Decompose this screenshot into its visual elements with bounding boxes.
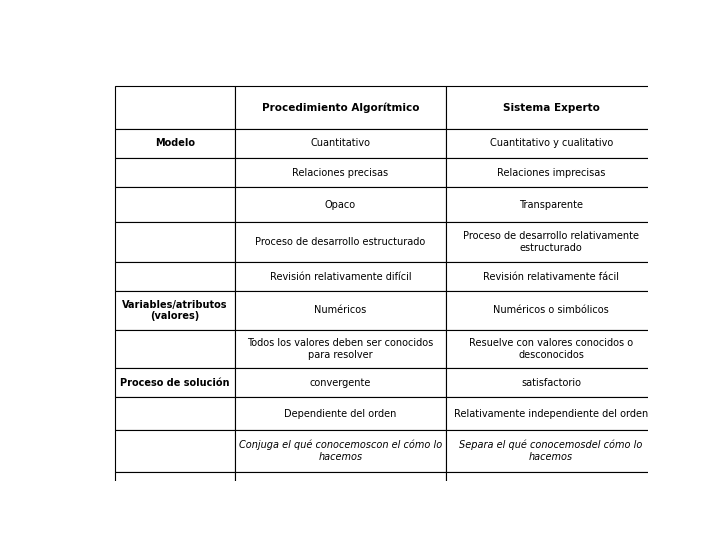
- Bar: [446, 129, 657, 158]
- Text: Proceso de desarrollo estructurado: Proceso de desarrollo estructurado: [255, 237, 426, 247]
- Bar: [235, 291, 446, 330]
- Bar: [446, 397, 657, 430]
- Bar: [446, 187, 657, 222]
- Text: Numéricos o simbólicos: Numéricos o simbólicos: [493, 306, 609, 315]
- Text: convergente: convergente: [310, 378, 371, 388]
- Bar: [235, 397, 446, 430]
- Bar: [446, 430, 657, 472]
- Bar: [114, 472, 235, 501]
- Bar: [446, 158, 657, 187]
- Bar: [446, 472, 657, 501]
- Text: Procedimiento Algorítmico: Procedimiento Algorítmico: [261, 102, 419, 113]
- Bar: [114, 291, 235, 330]
- Text: Transparente: Transparente: [519, 200, 583, 210]
- Bar: [446, 262, 657, 291]
- Text: Relaciones imprecisas: Relaciones imprecisas: [497, 167, 606, 178]
- Text: Conclusiones: Conclusiones: [139, 482, 211, 492]
- Text: Sistema Experto: Sistema Experto: [503, 103, 600, 112]
- Text: Variables/atributos
(valores): Variables/atributos (valores): [122, 300, 228, 321]
- Text: Dependiente del orden: Dependiente del orden: [284, 409, 397, 419]
- Text: Revisión relativamente difícil: Revisión relativamente difícil: [269, 272, 411, 281]
- Bar: [114, 158, 235, 187]
- Bar: [235, 472, 446, 501]
- Bar: [235, 222, 446, 262]
- Bar: [446, 222, 657, 262]
- Bar: [114, 330, 235, 368]
- Text: Conjuga el qué conocemoscon el cómo lo
hacemos: Conjuga el qué conocemoscon el cómo lo h…: [239, 440, 442, 462]
- Bar: [235, 330, 446, 368]
- Text: Cuantitativo: Cuantitativo: [310, 138, 370, 149]
- Bar: [114, 430, 235, 472]
- Bar: [114, 187, 235, 222]
- Text: Con frecuencia múltiples con explicación: Con frecuencia múltiples con explicación: [451, 482, 652, 492]
- Bar: [114, 86, 235, 129]
- Text: Revisión relativamente fácil: Revisión relativamente fácil: [483, 272, 619, 281]
- Bar: [114, 262, 235, 291]
- Bar: [235, 158, 446, 187]
- Bar: [114, 222, 235, 262]
- Text: Proceso de desarrollo relativamente
estructurado: Proceso de desarrollo relativamente estr…: [463, 231, 639, 253]
- Text: Cuantitativo y cualitativo: Cuantitativo y cualitativo: [490, 138, 613, 149]
- Text: Modelo: Modelo: [155, 138, 195, 149]
- Text: satisfactorio: satisfactorio: [521, 378, 581, 388]
- Text: Proceso de solución: Proceso de solución: [120, 378, 230, 388]
- Bar: [235, 86, 446, 129]
- Bar: [235, 129, 446, 158]
- Text: Separa el qué conocemosdel cómo lo
hacemos: Separa el qué conocemosdel cómo lo hacem…: [459, 440, 643, 462]
- Text: Opaco: Opaco: [325, 200, 356, 210]
- Bar: [114, 397, 235, 430]
- Bar: [235, 368, 446, 397]
- Bar: [114, 129, 235, 158]
- Bar: [446, 291, 657, 330]
- Text: Numéricos: Numéricos: [314, 306, 366, 315]
- Bar: [446, 368, 657, 397]
- Text: Relaciones precisas: Relaciones precisas: [292, 167, 388, 178]
- Text: Resuelve con valores conocidos o
desconocidos: Resuelve con valores conocidos o descono…: [469, 338, 633, 360]
- Text: Por lo general una sola sin explicación: Por lo general una sola sin explicación: [247, 482, 434, 492]
- Bar: [235, 430, 446, 472]
- Bar: [114, 368, 235, 397]
- Bar: [446, 86, 657, 129]
- Text: Todos los valores deben ser conocidos
para resolver: Todos los valores deben ser conocidos pa…: [247, 338, 433, 360]
- Bar: [446, 330, 657, 368]
- Bar: [235, 262, 446, 291]
- Text: Relativamente independiente del orden: Relativamente independiente del orden: [454, 409, 648, 419]
- Bar: [235, 187, 446, 222]
